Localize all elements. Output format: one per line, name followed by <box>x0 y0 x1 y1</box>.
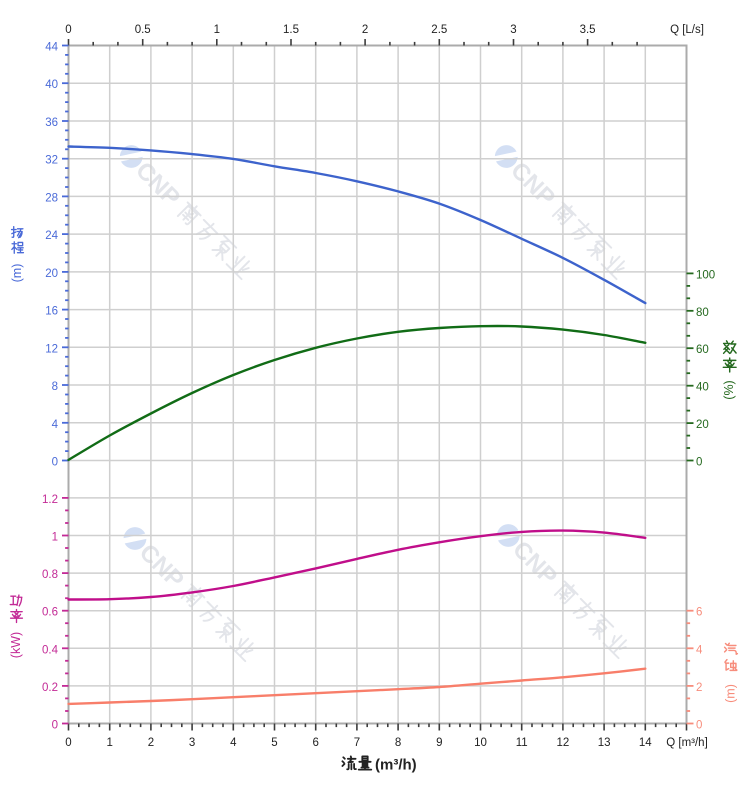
svg-text:4: 4 <box>696 644 703 656</box>
svg-text:12: 12 <box>45 343 58 355</box>
svg-text:Q [m³/h]: Q [m³/h] <box>666 737 708 749</box>
svg-text:10: 10 <box>474 737 487 749</box>
svg-text:4: 4 <box>52 419 59 431</box>
svg-text:14: 14 <box>639 737 652 749</box>
svg-text:1: 1 <box>52 532 58 544</box>
svg-text:20: 20 <box>45 268 58 280</box>
svg-text:20: 20 <box>696 419 709 431</box>
svg-text:1.2: 1.2 <box>42 494 58 506</box>
svg-text:40: 40 <box>45 79 58 91</box>
svg-text:(kW): (kW) <box>9 632 23 658</box>
svg-text:3: 3 <box>189 737 195 749</box>
svg-text:0: 0 <box>696 457 702 469</box>
svg-text:8: 8 <box>395 737 401 749</box>
svg-text:0.8: 0.8 <box>42 569 58 581</box>
svg-text:0.2: 0.2 <box>42 682 58 694</box>
svg-text:0: 0 <box>65 24 71 36</box>
svg-text:11: 11 <box>516 737 528 749</box>
svg-text:2: 2 <box>696 682 702 694</box>
svg-text:6: 6 <box>696 607 702 619</box>
svg-text:28: 28 <box>45 192 58 204</box>
svg-text:7: 7 <box>354 737 360 749</box>
svg-text:13: 13 <box>598 737 611 749</box>
svg-text:0: 0 <box>696 720 702 732</box>
svg-text:3: 3 <box>510 24 516 36</box>
svg-text:16: 16 <box>45 306 58 318</box>
svg-text:80: 80 <box>696 307 709 319</box>
svg-text:9: 9 <box>436 737 442 749</box>
svg-text:2: 2 <box>362 24 368 36</box>
svg-text:4: 4 <box>230 737 237 749</box>
svg-text:60: 60 <box>696 344 709 356</box>
svg-text:0: 0 <box>52 457 58 469</box>
svg-text:100: 100 <box>696 269 715 281</box>
svg-text:3.5: 3.5 <box>580 24 596 36</box>
svg-text:(%): (%) <box>722 380 736 399</box>
svg-text:(m): (m) <box>10 264 24 283</box>
svg-text:0.4: 0.4 <box>42 644 59 656</box>
svg-text:1.5: 1.5 <box>283 24 299 36</box>
svg-text:0: 0 <box>52 720 58 732</box>
svg-text:2: 2 <box>148 737 154 749</box>
svg-text:32: 32 <box>45 155 58 167</box>
svg-text:(m³/h): (m³/h) <box>375 757 417 774</box>
svg-text:24: 24 <box>45 230 58 242</box>
svg-text:(m): (m) <box>723 684 737 703</box>
svg-text:6: 6 <box>312 737 318 749</box>
svg-text:2.5: 2.5 <box>431 24 447 36</box>
svg-text:40: 40 <box>696 382 709 394</box>
svg-text:0.5: 0.5 <box>135 24 151 36</box>
svg-text:0.6: 0.6 <box>42 607 58 619</box>
svg-text:12: 12 <box>557 737 570 749</box>
svg-text:44: 44 <box>45 42 58 54</box>
svg-text:1: 1 <box>106 737 112 749</box>
svg-text:8: 8 <box>52 381 58 393</box>
svg-text:36: 36 <box>45 117 58 129</box>
svg-text:Q [L/s]: Q [L/s] <box>670 24 704 36</box>
svg-text:0: 0 <box>65 737 71 749</box>
svg-text:1: 1 <box>214 24 220 36</box>
svg-text:5: 5 <box>271 737 277 749</box>
